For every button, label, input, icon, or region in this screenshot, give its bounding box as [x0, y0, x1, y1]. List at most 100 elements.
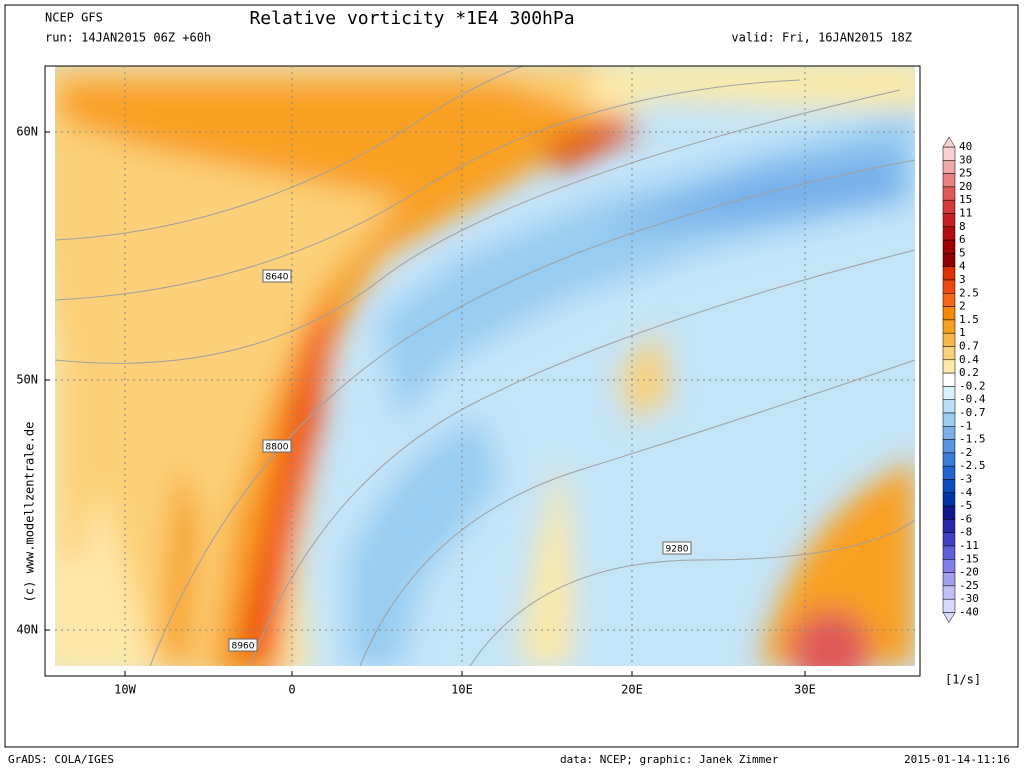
colorbar-box: [942, 598, 956, 613]
colorbar-label: 20: [959, 180, 972, 193]
contours: [55, 66, 915, 666]
colorbar-box: [942, 199, 956, 214]
colorbar-box: [942, 319, 956, 334]
colorbar-box: [942, 492, 956, 507]
colorbar-label: 0.2: [959, 366, 979, 379]
colorbar-box: [942, 465, 956, 480]
colorbar-box: [942, 266, 956, 281]
colorbar-label: -5: [959, 499, 972, 512]
footer-left: GrADS: COLA/IGES: [8, 753, 114, 766]
colorbar-label: -30: [959, 592, 979, 605]
colorbar-box: [942, 559, 956, 573]
colorbar-box: [942, 226, 956, 241]
colorbar-label: -40: [959, 606, 979, 619]
colorbar-label: -8: [959, 526, 972, 539]
lon-label: 30E: [794, 683, 816, 697]
colorbar-box: [942, 293, 956, 307]
colorbar-box: [942, 479, 956, 494]
colorbar-box: [942, 253, 956, 267]
colorbar-box: [942, 332, 956, 347]
colorbar-label: -20: [959, 566, 979, 579]
colorbar-label: -11: [959, 539, 979, 552]
colorbar-box: [942, 545, 956, 560]
colorbar-label: 5: [959, 246, 966, 259]
colorbar-label: -15: [959, 552, 979, 565]
colorbar-label: 2: [959, 300, 966, 313]
colorbar-label: 25: [959, 167, 972, 180]
contour-label: 8640: [266, 273, 289, 283]
colorbar-label: -0.7: [959, 406, 986, 419]
lat-label: 60N: [16, 125, 38, 139]
unit: [1/s]: [945, 673, 981, 687]
lon-label: 20E: [621, 683, 643, 697]
colorbar-box: [942, 186, 956, 201]
footer-middle: data: NCEP; graphic: Janek Zimmer: [560, 753, 779, 766]
lat-label: 50N: [16, 373, 38, 387]
colorbar-bottom: [942, 612, 956, 623]
colorbar-label: 30: [959, 153, 972, 166]
footer-right: 2015-01-14-11:16: [904, 753, 1010, 766]
colorbar-box: [942, 412, 956, 427]
colorbar-box: [942, 426, 956, 440]
colorbar-label: -0.2: [959, 379, 986, 392]
colorbar-box: [942, 386, 956, 400]
colorbar-label: 2.5: [959, 286, 979, 299]
contour-label-box: [662, 541, 692, 555]
colorbar-label: 4: [959, 260, 966, 273]
colorbar-label: 1.5: [959, 313, 979, 326]
title: Relative vorticity *1E4 300hPa: [249, 8, 574, 29]
colorbar-label: 11: [959, 207, 972, 220]
contour-label-box: [262, 269, 292, 283]
colorbar-label: 40: [959, 140, 972, 153]
colorbar-box: [942, 439, 956, 454]
colorbar-box: [942, 346, 956, 361]
frame: [4, 4, 1019, 748]
colorbar-box: [942, 160, 956, 174]
contour-label: 9280: [666, 545, 689, 555]
colorbar-label: 6: [959, 233, 966, 246]
colorbar-label: -25: [959, 579, 979, 592]
colorbar-box: [942, 585, 956, 600]
colorbar-box: [942, 306, 956, 321]
colorbar-label: 3: [959, 273, 966, 286]
colorbar-label: 1: [959, 326, 966, 339]
colorbar-box: [942, 399, 956, 414]
field-shapes: [55, 66, 915, 666]
colorbar-label: -1: [959, 419, 972, 432]
colorbar-label: -3: [959, 473, 972, 486]
colorbar-box: [942, 452, 956, 467]
colorbar-label: -2.5: [959, 459, 986, 472]
colorbar-top: [942, 136, 956, 148]
colorbar-box: [942, 279, 956, 294]
colorbar-box: [942, 359, 956, 374]
colorbar-label: 0.7: [959, 340, 979, 353]
credit: (c) www.modellzentrale.de: [23, 422, 37, 603]
colorbar-label: 15: [959, 193, 972, 206]
colorbar-box: [942, 572, 956, 587]
lon-label: 10E: [451, 683, 473, 697]
colorbar-box: [942, 213, 956, 228]
contour-label-box: [262, 439, 292, 453]
lon-label: 10W: [114, 683, 136, 697]
colorbar-box: [942, 532, 956, 547]
contour-label: 8960: [232, 642, 255, 652]
valid: valid: Fri, 16JAN2015 18Z: [731, 31, 912, 45]
colorbar-box: [942, 519, 956, 533]
contour-label: 8800: [266, 443, 289, 453]
colorbar-label: -4: [959, 486, 973, 499]
colorbar-box: [942, 239, 956, 254]
model: NCEP GFS: [45, 11, 103, 25]
lon-label: 0: [288, 683, 295, 697]
contour-label-box: [228, 638, 258, 652]
run: run: 14JAN2015 06Z +60h: [45, 31, 211, 45]
colorbar-box: [942, 173, 956, 188]
colorbar-box: [942, 146, 956, 161]
colorbar-label: -6: [959, 512, 972, 525]
colorbar-box: [942, 505, 956, 520]
lat-label: 40N: [16, 623, 38, 637]
map-border: [44, 65, 921, 677]
colorbar-label: -1.5: [959, 433, 986, 446]
colorbar-label: -0.4: [959, 393, 986, 406]
colorbar-label: 8: [959, 220, 966, 233]
